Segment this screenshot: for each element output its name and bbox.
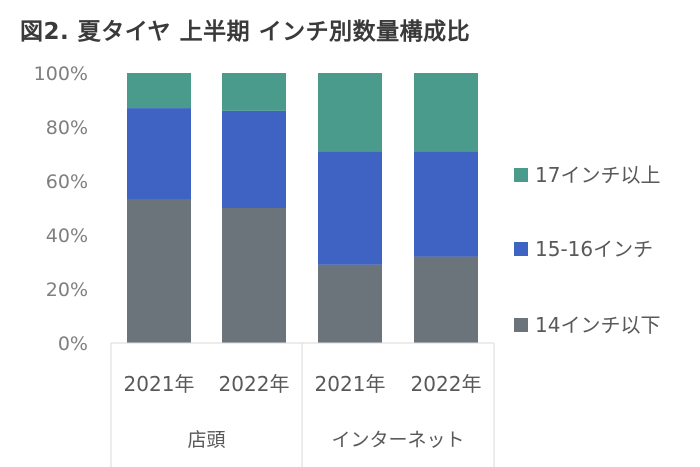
chart-title: 図2. 夏タイヤ 上半期 インチ別数量構成比 <box>20 19 471 45</box>
y-tick-label: 60% <box>46 171 88 193</box>
bar-segment <box>318 73 382 152</box>
y-tick-label: 100% <box>34 63 88 85</box>
y-axis-ticks: 0% 20% 40% 60% 80% 100% <box>34 63 88 355</box>
bar-segment <box>414 73 478 152</box>
x-tick-label: 2021年 <box>315 372 386 396</box>
bar-segment <box>222 208 286 343</box>
legend-swatch <box>514 168 528 182</box>
legend-label: 14インチ以下 <box>535 313 660 337</box>
bar-segment <box>318 264 382 343</box>
bar-segment <box>414 151 478 257</box>
bar-segment <box>127 73 191 109</box>
legend-label: 17インチ以上 <box>535 163 660 187</box>
bar-segment <box>222 110 286 208</box>
y-tick-label: 80% <box>46 117 88 139</box>
x-tick-label: 2021年 <box>124 372 195 396</box>
y-tick-label: 20% <box>46 279 88 301</box>
bar-segment <box>318 151 382 265</box>
legend-swatch <box>514 318 528 332</box>
group-label: 店頭 <box>187 429 225 451</box>
bars <box>127 73 478 343</box>
legend: 17インチ以上 15-16インチ 14インチ以下 <box>514 163 660 337</box>
bar-segment <box>127 199 191 343</box>
bar-segment <box>127 108 191 200</box>
x-tick-label: 2022年 <box>411 372 482 396</box>
x-tick-label: 2022年 <box>219 372 290 396</box>
bar-segment <box>222 73 286 111</box>
legend-label: 15-16インチ <box>535 237 653 261</box>
y-tick-label: 0% <box>58 333 88 355</box>
y-tick-label: 40% <box>46 225 88 247</box>
group-label: インターネット <box>331 429 464 451</box>
bar-segment <box>414 256 478 343</box>
legend-swatch <box>514 242 528 256</box>
